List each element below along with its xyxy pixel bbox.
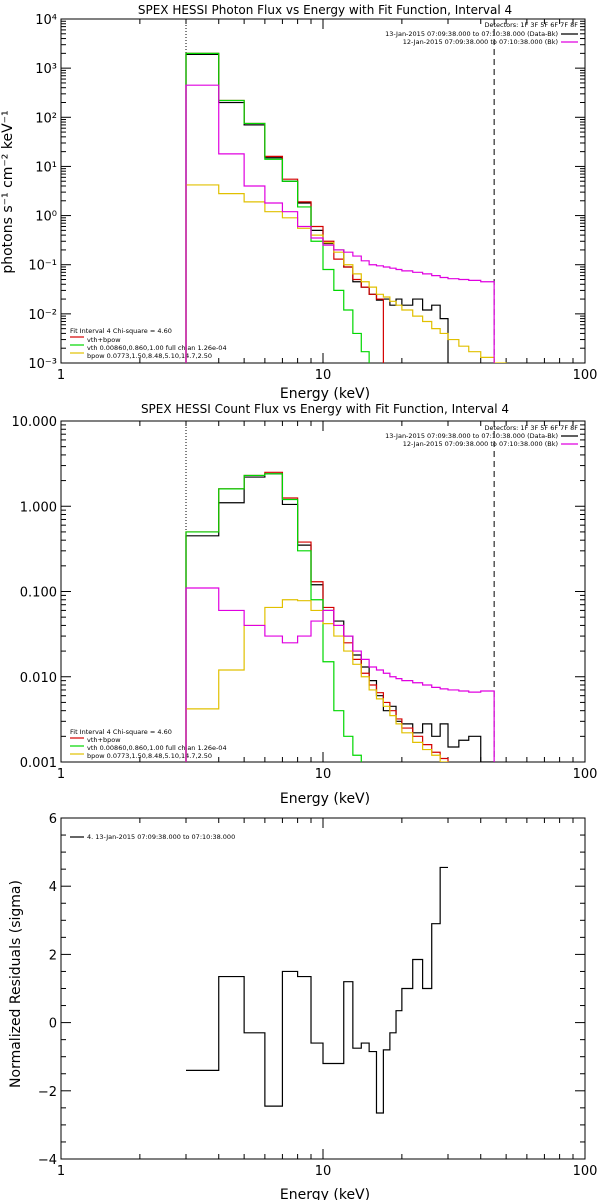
fit-legend-sum: vth+bpow: [87, 336, 121, 344]
y-tick-label: 0.100: [20, 586, 57, 601]
y-tick-label: 10¹: [35, 160, 57, 175]
x-axis-label: Energy (keV): [280, 791, 370, 807]
series-line-bpow: [185, 599, 470, 762]
x-tick-label: 1: [57, 368, 65, 383]
fit-legend-bpow: bpow 0.0773,1.50,8.48,5.10,14.7,2.50: [87, 352, 212, 360]
series-line-background: [185, 587, 495, 762]
y-tick-label: 4: [49, 880, 57, 895]
detectors-text: Detectors: 1F 3F 5F 6F 7F 8F: [484, 21, 578, 29]
detector-legend: Detectors: 1F 3F 5F 6F 7F 8F 13-Jan-2015…: [385, 21, 578, 46]
fit-legend-chi: Fit Interval 4 Chi-square = 4.60: [70, 327, 172, 335]
plot-frame: [60, 18, 586, 364]
y-tick-label: 10⁻¹: [28, 259, 57, 274]
series-line-vth: [185, 473, 370, 762]
detectors-text: Detectors: 1F 3F 5F 6F 7F 8F: [484, 424, 578, 432]
y-axis-label: Normalized Residuals (sigma): [8, 880, 24, 1088]
x-tick-label: 10: [315, 767, 332, 782]
y-tick-label: 10⁴: [35, 13, 57, 28]
y-tick-label: 10⁻³: [28, 357, 57, 372]
x-axis-label: Energy (keV): [280, 1187, 370, 1200]
y-tick-label: 10⁰: [35, 210, 57, 225]
x-tick-label: 100: [573, 767, 598, 782]
y-tick-label: −2: [38, 1085, 57, 1100]
legend-entry-background: 12-Jan-2015 07:09:38.000 to 07:10:38.000…: [403, 440, 558, 448]
fit-legend-vth: vth 0.00860,0.860,1.00 full chian 1.26e-…: [87, 744, 227, 752]
y-tick-label: 10.000: [12, 415, 58, 430]
x-tick-label: 100: [573, 368, 598, 383]
series-line-vth: [185, 52, 378, 363]
legend-entry-background: 12-Jan-2015 07:09:38.000 to 07:10:38.000…: [403, 38, 558, 46]
y-tick-label: 10³: [35, 62, 57, 77]
fit-legend: Fit Interval 4 Chi-square = 4.60 vth+bpo…: [70, 327, 227, 360]
x-tick-label: 1: [57, 1164, 65, 1179]
y-tick-label: 10²: [35, 111, 57, 126]
series-line-bpow: [185, 184, 518, 363]
x-tick-label: 1: [57, 767, 65, 782]
photon-flux-panel: SPEX HESSI Photon Flux vs Energy with Fi…: [0, 3, 597, 402]
fit-legend: Fit Interval 4 Chi-square = 4.60 vth+bpo…: [70, 728, 227, 760]
series-line-fit_sum: [185, 471, 449, 762]
y-tick-label: 1.000: [20, 500, 57, 515]
chart-title: SPEX HESSI Count Flux vs Energy with Fit…: [141, 402, 509, 416]
count-flux-panel: SPEX HESSI Count Flux vs Energy with Fit…: [12, 402, 598, 807]
y-tick-label: 2: [49, 948, 57, 963]
fit-legend-vth: vth 0.00860,0.860,1.00 full chian 1.26e-…: [87, 344, 227, 352]
chart-title: SPEX HESSI Photon Flux vs Energy with Fi…: [138, 3, 512, 17]
y-axis-label: photons s⁻¹ cm⁻² keV⁻¹: [0, 110, 16, 273]
legend-entry-data: 13-Jan-2015 07:09:38.000 to 07:10:38.000…: [385, 30, 558, 38]
residuals-panel: Energy (keV) Normalized Residuals (sigma…: [8, 812, 597, 1200]
x-tick-label: 10: [315, 368, 332, 383]
legend-entry-data: 13-Jan-2015 07:09:38.000 to 07:10:38.000…: [385, 432, 558, 440]
x-axis-label: Energy (keV): [280, 386, 370, 402]
fit-legend-sum: vth+bpow: [87, 736, 121, 744]
x-tick-label: 10: [315, 1164, 332, 1179]
series-line-total: [185, 473, 495, 762]
series-line-fit_sum: [185, 52, 384, 363]
y-tick-label: 0.010: [20, 671, 57, 686]
fit-legend-bpow: bpow 0.0773,1.50,8.48,5.10,14.7,2.50: [87, 752, 212, 760]
series-line-total: [186, 866, 449, 1114]
y-tick-label: 10⁻²: [28, 308, 57, 323]
y-tick-label: 6: [49, 812, 57, 827]
x-tick-label: 100: [573, 1164, 598, 1179]
series-line-background: [185, 84, 495, 363]
plot-frame: [60, 817, 586, 1160]
fit-legend-chi: Fit Interval 4 Chi-square = 4.60: [70, 728, 172, 736]
detector-legend: Detectors: 1F 3F 5F 6F 7F 8F 13-Jan-2015…: [385, 424, 578, 448]
y-tick-label: 0.001: [20, 756, 57, 771]
y-tick-label: −4: [38, 1153, 57, 1168]
residual-legend-entry: 4. 13-Jan-2015 07:09:38.000 to 07:10:38.…: [87, 833, 235, 841]
y-tick-label: 0: [49, 1017, 57, 1032]
